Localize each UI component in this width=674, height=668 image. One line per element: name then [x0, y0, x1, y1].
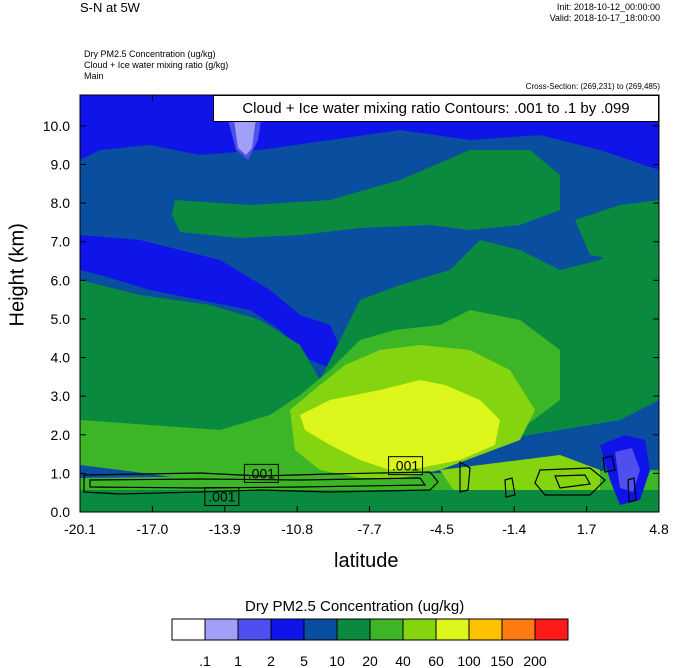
- valid-time: Valid: 2018-10-17_18:00:00: [549, 13, 660, 23]
- yellow-core: [300, 380, 500, 470]
- y-tick-label: 7.0: [51, 234, 71, 250]
- colorbar-swatch: [402, 618, 437, 641]
- green-band-1: [172, 150, 560, 238]
- colorbar-swatch: [369, 618, 404, 641]
- colorbar-swatch: [501, 618, 536, 641]
- colorbar-label: 150: [490, 653, 514, 668]
- plot-title: S-N at 5W: [80, 0, 140, 15]
- contour-label-box: [388, 456, 424, 476]
- colorbar-swatch: [237, 618, 272, 641]
- colorbar-label: 100: [457, 653, 481, 668]
- y-tick-label: 6.0: [51, 272, 71, 288]
- colorbar-swatch: [303, 618, 338, 641]
- colorbar-title: Dry PM2.5 Concentration (ug/kg): [245, 598, 465, 615]
- field-description: Dry PM2.5 Concentration (ug/kg) Cloud + …: [84, 49, 228, 82]
- field-1: Dry PM2.5 Concentration (ug/kg): [84, 49, 216, 59]
- x-tick-label: -4.5: [430, 521, 454, 537]
- contour-label: .001: [248, 465, 275, 481]
- y-tick-label: 2.0: [51, 427, 71, 443]
- x-tick-label: -20.1: [64, 521, 96, 537]
- y-tick-label: 10.0: [43, 118, 70, 134]
- colorbar-label: 5: [300, 653, 308, 668]
- y-axis: 0.0 1.0 2.0 3.0 4.0 5.0 6.0 7.0 8.0 9.0 10.0: [43, 118, 659, 520]
- contour-labels: .001 .001 .001: [204, 456, 424, 507]
- cloud-contours: [83, 455, 637, 503]
- colorbar-label: 200: [523, 653, 547, 668]
- x-axis-label: latitude: [334, 550, 399, 572]
- init-time: Init: 2018-10-12_00:00:00: [556, 2, 660, 12]
- colorbar-label: .1: [199, 653, 211, 668]
- y-tick-label: 3.0: [51, 388, 71, 404]
- contour-label: .001: [392, 458, 419, 474]
- colorbar-swatch: [534, 618, 569, 641]
- contour-label-box: [204, 487, 240, 507]
- green-right-top: [575, 200, 659, 260]
- heatmap-field: [80, 95, 659, 512]
- colorbar-swatch: [204, 618, 239, 641]
- y-tick-label: 4.0: [51, 350, 71, 366]
- field-3: Main: [84, 71, 104, 81]
- colorbar-swatch: [336, 618, 371, 641]
- colorbar-swatch: [171, 618, 206, 641]
- field-2: Cloud + Ice water mixing ratio (g/kg): [84, 60, 229, 70]
- colorbar: .1 1 2 5 10 20 40 60 100 150 200: [171, 618, 569, 668]
- y-tick-label: 8.0: [51, 195, 71, 211]
- y-tick-label: 1.0: [51, 465, 71, 481]
- colorbar-label: 2: [267, 653, 275, 668]
- y-tick-label: 9.0: [51, 157, 71, 173]
- x-tick-label: -10.8: [281, 521, 313, 537]
- lighter-top: [234, 118, 256, 155]
- colorbar-swatch: [435, 618, 470, 641]
- colorbar-label: 60: [428, 653, 444, 668]
- x-tick-label: 1.7: [577, 521, 597, 537]
- x-tick-label: -7.7: [357, 521, 381, 537]
- x-tick-label: -17.0: [136, 521, 168, 537]
- contour-label-box: [243, 463, 279, 483]
- colorbar-swatch: [468, 618, 503, 641]
- x-tick-label: -13.9: [209, 521, 241, 537]
- colorbar-label: 40: [395, 653, 411, 668]
- cross-section-info: Cross-Section: (269,231) to (269,485): [525, 82, 660, 91]
- y-tick-label: 5.0: [51, 311, 71, 327]
- y-tick-label: 0.0: [51, 504, 71, 520]
- x-tick-label: -1.4: [502, 521, 526, 537]
- time-info: Init: 2018-10-12_00:00:00 Valid: 2018-10…: [550, 2, 660, 24]
- contour-label: .001: [208, 489, 235, 505]
- colorbar-label: 1: [234, 653, 242, 668]
- colorbar-label: 20: [362, 653, 378, 668]
- contour-legend: Cloud + Ice water mixing ratio Contours:…: [213, 95, 659, 122]
- colorbar-swatch: [270, 618, 305, 641]
- x-tick-label: 4.8: [649, 521, 669, 537]
- y-axis-label: Height (km): [6, 223, 29, 327]
- colorbar-label: 10: [329, 653, 345, 668]
- blue-mid-left: [80, 235, 342, 368]
